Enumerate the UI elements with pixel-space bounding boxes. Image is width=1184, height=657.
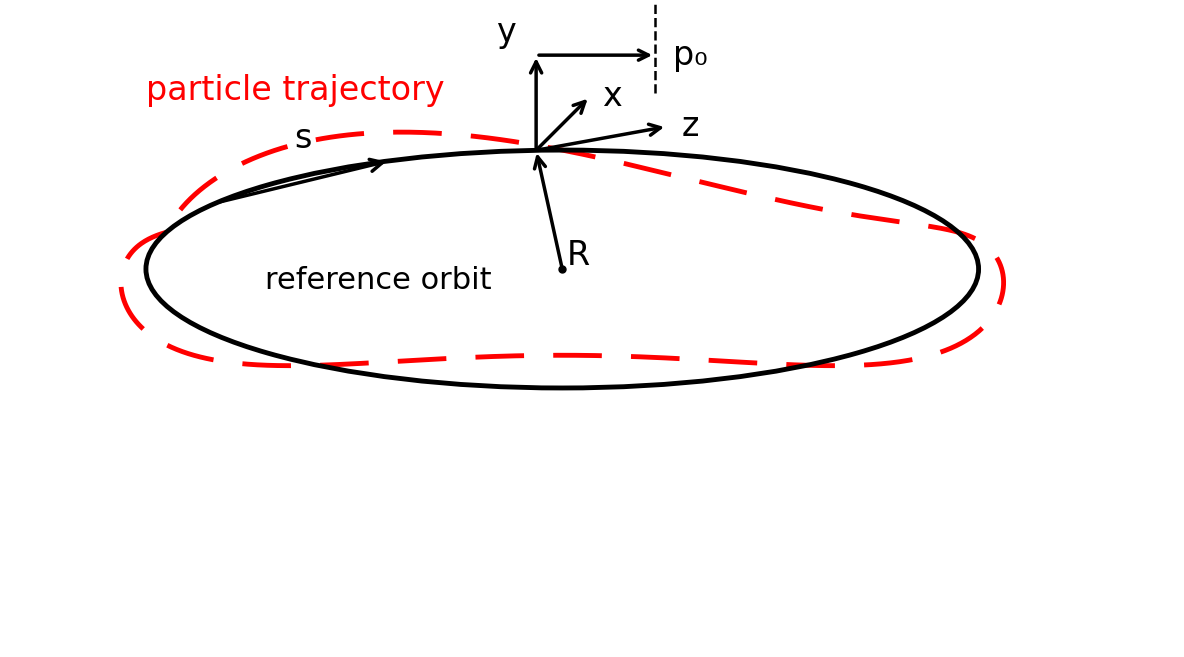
Text: R: R bbox=[567, 239, 591, 273]
Text: z: z bbox=[682, 110, 700, 143]
Text: p₀: p₀ bbox=[673, 39, 708, 72]
Text: particle trajectory: particle trajectory bbox=[146, 74, 444, 107]
Text: y: y bbox=[496, 16, 515, 49]
Text: s: s bbox=[294, 122, 311, 155]
Text: reference orbit: reference orbit bbox=[265, 267, 491, 296]
Text: x: x bbox=[601, 80, 622, 113]
